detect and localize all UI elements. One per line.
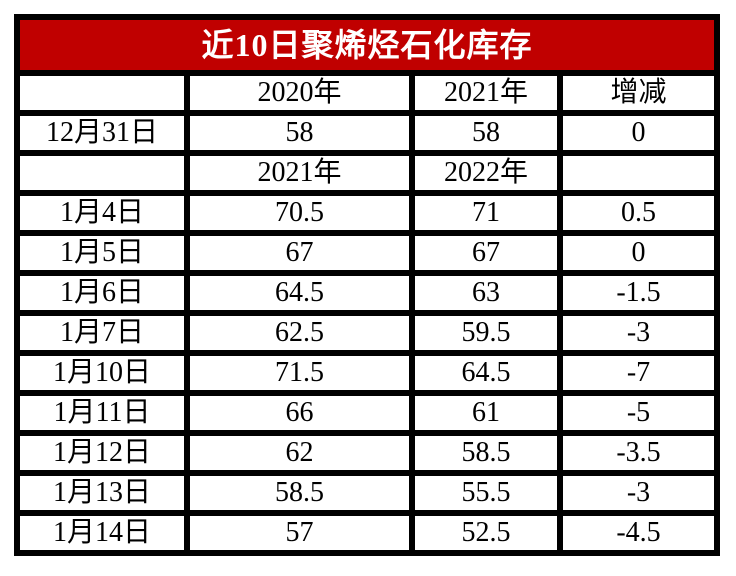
date-cell: 1月7日 <box>14 310 190 356</box>
year-header-cell: 2022年 <box>409 150 563 196</box>
date-cell: 12月31日 <box>14 110 190 156</box>
value-cell: 71.5 <box>184 350 415 396</box>
change-cell: -7 <box>556 350 721 396</box>
value-cell: 63 <box>409 270 563 316</box>
change-cell: -5 <box>556 390 721 436</box>
value-cell: 67 <box>184 230 415 276</box>
change-cell: 0 <box>556 230 721 276</box>
date-cell: 1月12日 <box>14 430 190 476</box>
value-cell: 58 <box>184 110 415 156</box>
date-cell: 1月5日 <box>14 230 190 276</box>
value-cell: 58 <box>409 110 563 156</box>
value-cell: 55.5 <box>409 470 563 516</box>
table-row: 1月5日 67 67 0 <box>14 230 721 276</box>
value-cell: 64.5 <box>184 270 415 316</box>
change-cell: -3 <box>556 470 721 516</box>
value-cell: 67 <box>409 230 563 276</box>
table-row: 12月31日 58 58 0 <box>14 110 721 156</box>
date-cell: 1月10日 <box>14 350 190 396</box>
value-cell: 64.5 <box>409 350 563 396</box>
column-header-row: 2020年 2021年 增减 <box>14 70 721 116</box>
column-header-row: 2021年 2022年 <box>14 150 721 196</box>
table-row: 1月7日 62.5 59.5 -3 <box>14 310 721 356</box>
date-cell: 1月13日 <box>14 470 190 516</box>
value-cell: 52.5 <box>409 510 563 556</box>
table-row: 1月11日 66 61 -5 <box>14 390 721 436</box>
change-header-cell <box>556 150 721 196</box>
change-cell: 0 <box>556 110 721 156</box>
table-row: 1月14日 57 52.5 -4.5 <box>14 510 721 556</box>
corner-cell <box>14 150 190 196</box>
inventory-table: 近10日聚烯烃石化库存 2020年 2021年 增减 12月31日 58 58 … <box>13 14 721 556</box>
value-cell: 62.5 <box>184 310 415 356</box>
change-cell: 0.5 <box>556 190 721 236</box>
change-cell: -3.5 <box>556 430 721 476</box>
value-cell: 71 <box>409 190 563 236</box>
value-cell: 70.5 <box>184 190 415 236</box>
change-header-cell: 增减 <box>556 70 721 116</box>
year-header-cell: 2021年 <box>184 150 415 196</box>
table-row: 1月4日 70.5 71 0.5 <box>14 190 721 236</box>
title-row: 近10日聚烯烃石化库存 <box>13 14 721 76</box>
value-cell: 58.5 <box>409 430 563 476</box>
date-cell: 1月6日 <box>14 270 190 316</box>
table-row: 1月12日 62 58.5 -3.5 <box>14 430 721 476</box>
value-cell: 59.5 <box>409 310 563 356</box>
value-cell: 66 <box>184 390 415 436</box>
year-header-cell: 2021年 <box>409 70 563 116</box>
value-cell: 58.5 <box>184 470 415 516</box>
value-cell: 61 <box>409 390 563 436</box>
table-row: 1月10日 71.5 64.5 -7 <box>14 350 721 396</box>
table-title: 近10日聚烯烃石化库存 <box>13 14 721 76</box>
table-row: 1月6日 64.5 63 -1.5 <box>14 270 721 316</box>
change-cell: -4.5 <box>556 510 721 556</box>
corner-cell <box>14 70 190 116</box>
date-cell: 1月14日 <box>14 510 190 556</box>
date-cell: 1月4日 <box>14 190 190 236</box>
table-row: 1月13日 58.5 55.5 -3 <box>14 470 721 516</box>
value-cell: 62 <box>184 430 415 476</box>
date-cell: 1月11日 <box>14 390 190 436</box>
year-header-cell: 2020年 <box>184 70 415 116</box>
value-cell: 57 <box>184 510 415 556</box>
change-cell: -1.5 <box>556 270 721 316</box>
change-cell: -3 <box>556 310 721 356</box>
